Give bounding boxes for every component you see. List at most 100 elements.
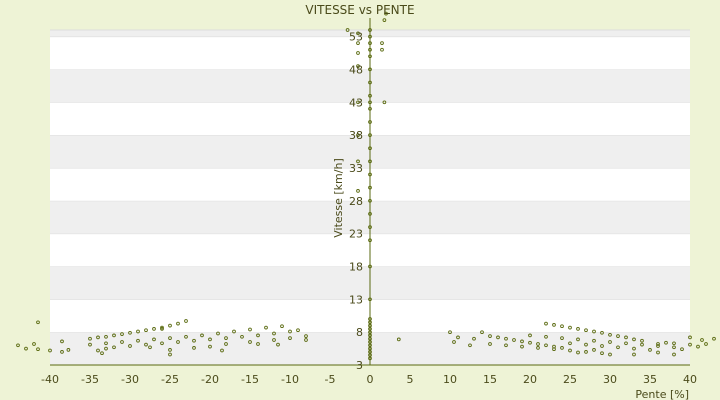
data-point (356, 64, 360, 68)
data-point (624, 341, 628, 346)
data-point (256, 342, 260, 346)
data-point (240, 334, 244, 339)
data-point (128, 344, 132, 348)
data-point (356, 31, 360, 36)
data-point (584, 350, 588, 354)
x-tick-label: -25 (161, 373, 179, 386)
data-point (576, 337, 580, 342)
x-tick-label: 15 (483, 373, 497, 386)
data-point (584, 328, 588, 333)
y-tick-label: 23 (349, 228, 363, 241)
data-point (66, 348, 71, 352)
data-point (592, 338, 596, 343)
x-tick-label: 25 (563, 373, 577, 386)
data-point (616, 345, 620, 350)
data-point (208, 337, 212, 342)
data-point (224, 336, 228, 340)
x-tick-label: -35 (81, 373, 99, 386)
data-point (160, 341, 164, 346)
x-tick-label: 0 (367, 373, 374, 386)
data-point (616, 334, 620, 338)
data-point (152, 327, 156, 331)
data-point (288, 329, 292, 334)
x-tick-label: -5 (325, 373, 336, 386)
y-tick-label: 43 (349, 96, 363, 109)
data-point (600, 344, 604, 348)
data-point (264, 325, 268, 330)
data-point (168, 336, 172, 340)
data-point (624, 335, 628, 340)
data-point (560, 336, 564, 340)
y-tick-label: 18 (349, 260, 363, 273)
data-point (680, 347, 684, 352)
data-point (192, 338, 196, 343)
data-point (560, 324, 564, 329)
data-point (656, 350, 660, 355)
x-tick-label: -30 (121, 373, 139, 386)
x-tick-label: 10 (443, 373, 457, 386)
data-point (112, 333, 116, 338)
data-point (356, 189, 360, 193)
data-point (224, 342, 228, 346)
data-point (640, 342, 644, 347)
data-point (220, 348, 224, 353)
data-point (104, 341, 108, 346)
data-point (192, 346, 196, 350)
data-point (148, 345, 152, 350)
data-point (216, 331, 220, 336)
y-tick-label: 8 (356, 326, 363, 339)
data-point (168, 352, 172, 357)
data-point (60, 339, 64, 344)
data-point (664, 340, 668, 345)
data-point (640, 338, 644, 343)
data-point (396, 337, 401, 342)
data-point (304, 338, 308, 342)
data-point (504, 336, 508, 341)
x-tick-label: -20 (201, 373, 219, 386)
x-tick-label: 40 (683, 373, 697, 386)
data-point (488, 334, 492, 338)
data-point (120, 340, 124, 344)
data-point (672, 345, 676, 350)
data-point (592, 329, 596, 334)
data-point (208, 344, 212, 349)
data-point (112, 345, 116, 350)
x-tick-labels: -40 -35 -30 -25 -20 -15 -10 -5 0 5 10 15 20 25 30 35 40 (41, 373, 697, 386)
data-point (576, 327, 580, 331)
data-point (672, 341, 676, 346)
data-point (382, 100, 387, 105)
data-point (382, 18, 387, 22)
y-tick-label: 3 (356, 359, 363, 372)
data-point (304, 334, 308, 338)
data-point (276, 342, 280, 347)
data-point (380, 47, 384, 52)
data-point (100, 351, 104, 356)
data-point (632, 337, 636, 342)
data-point (704, 342, 708, 346)
x-tick-label: -15 (241, 373, 259, 386)
y-tick-label: 28 (349, 195, 363, 208)
data-point (568, 325, 572, 330)
data-point (380, 41, 384, 45)
data-point (520, 339, 524, 344)
data-point (120, 332, 124, 336)
data-point (144, 328, 148, 333)
data-point (632, 346, 636, 351)
data-point (672, 352, 676, 357)
data-point (345, 28, 350, 32)
data-point (528, 333, 532, 338)
data-point (356, 100, 360, 105)
x-tick-label: 30 (603, 373, 617, 386)
data-point (60, 350, 64, 354)
data-point (576, 350, 580, 355)
data-point (88, 342, 92, 347)
data-point (552, 347, 556, 352)
data-point (152, 337, 156, 342)
data-point (296, 328, 300, 333)
data-point (648, 348, 652, 352)
data-point (712, 336, 716, 341)
data-point (256, 333, 260, 338)
data-point (36, 347, 40, 352)
